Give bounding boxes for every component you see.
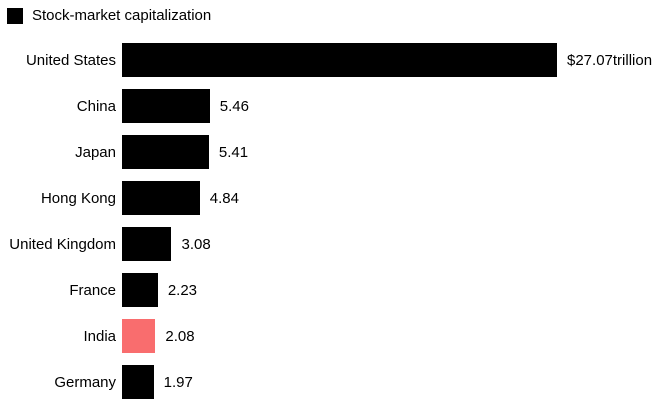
value-label: 5.41	[218, 143, 249, 161]
bar	[122, 319, 156, 353]
bar	[122, 181, 200, 215]
value-label: 2.08	[165, 327, 195, 345]
value-label: 2.23	[167, 281, 198, 299]
chart-row: China 5.46	[0, 89, 658, 123]
chart-row: Japan 5.41	[0, 135, 658, 169]
value-label: $27.07trillion	[567, 51, 653, 69]
category-label: Hong Kong	[40, 189, 116, 207]
chart-row: Germany 1.97	[0, 365, 658, 399]
category-label: Germany	[54, 373, 116, 391]
category-label: China	[76, 97, 116, 115]
value-label: 4.84	[209, 189, 239, 207]
bar	[122, 365, 154, 399]
chart-title: Stock-market capitalization	[32, 7, 212, 24]
category-label: France	[69, 281, 116, 299]
value-label: 5.46	[219, 97, 249, 115]
value-label: 3.08	[181, 235, 211, 253]
chart-row: France 2.23	[0, 273, 658, 307]
category-label: United States	[25, 51, 116, 69]
bar	[122, 227, 172, 261]
chart-legend: Stock-market capitalization	[7, 8, 211, 24]
chart-row: India 2.08	[0, 319, 658, 353]
category-label: United Kingdom	[9, 235, 116, 253]
bar	[122, 43, 557, 77]
chart-row: United States $27.07trillion	[0, 43, 658, 77]
legend-swatch-icon	[7, 8, 23, 24]
bar	[122, 89, 210, 123]
value-label: 1.97	[163, 373, 193, 391]
bar	[122, 135, 209, 169]
category-label: Japan	[75, 143, 116, 161]
bar	[122, 273, 158, 307]
chart-row: United Kingdom 3.08	[0, 227, 658, 261]
category-label: India	[83, 327, 116, 345]
chart-row: Hong Kong 4.84	[0, 181, 658, 215]
chart-rows: United States $27.07trillion China 5.46 …	[0, 43, 658, 404]
